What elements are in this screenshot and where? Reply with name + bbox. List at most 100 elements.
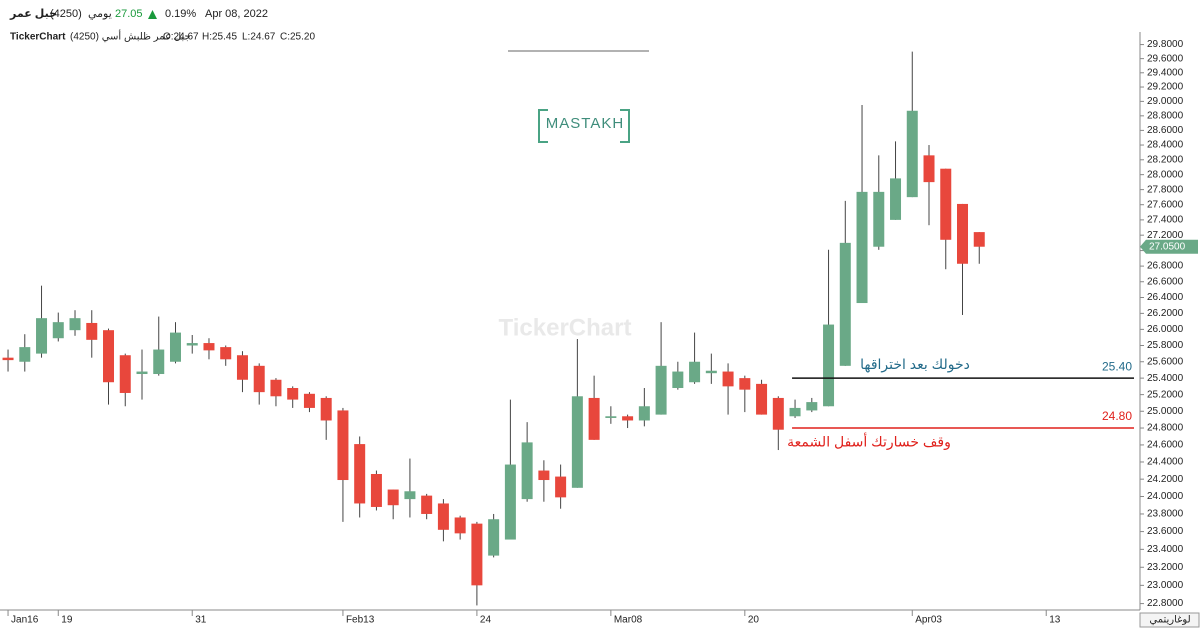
x-tick-label: 31: [195, 615, 207, 626]
candle-body: [873, 191, 885, 247]
candle-body: [103, 330, 115, 383]
y-tick-label: 29.2000: [1147, 82, 1184, 93]
source: TickerChart: [10, 32, 66, 43]
date: Apr 08, 2022: [205, 8, 268, 20]
close-value: C:25.20: [280, 32, 315, 43]
candle-body: [69, 318, 81, 331]
candle-body: [571, 396, 583, 488]
up-arrow: [148, 10, 157, 19]
last-price-label: 27.0500: [1149, 241, 1186, 252]
y-tick-label: 25.0000: [1147, 406, 1184, 417]
y-tick-label: 25.8000: [1147, 340, 1184, 351]
candle-body: [86, 322, 98, 340]
candle-body: [722, 371, 734, 387]
candle-body: [2, 357, 14, 361]
candle-body: [756, 383, 768, 415]
logo-text: MASTAKH: [546, 115, 624, 132]
low-value: L:24.67: [242, 32, 276, 43]
y-tick-label: 28.6000: [1147, 125, 1184, 136]
candle-body: [203, 343, 215, 351]
y-tick-label: 28.8000: [1147, 110, 1184, 121]
candle-body: [471, 523, 483, 586]
period: يومي: [88, 8, 112, 20]
y-tick-label: 25.2000: [1147, 389, 1184, 400]
candle-body: [973, 232, 985, 247]
y-tick-label: 27.2000: [1147, 230, 1184, 241]
y-tick-label: 27.6000: [1147, 199, 1184, 210]
candle-body: [220, 347, 232, 360]
candle-body: [370, 473, 382, 507]
candle-body: [19, 347, 31, 362]
candle-body: [605, 416, 617, 418]
y-tick-label: 26.2000: [1147, 308, 1184, 319]
candle-body: [789, 407, 801, 417]
y-tick-label: 23.0000: [1147, 580, 1184, 591]
y-tick-label: 24.0000: [1147, 491, 1184, 502]
y-tick-label: 29.6000: [1147, 53, 1184, 64]
y-tick-label: 23.4000: [1147, 544, 1184, 555]
candle-body: [705, 370, 717, 374]
y-tick-label: 24.8000: [1147, 423, 1184, 434]
y-tick-label: 29.8000: [1147, 39, 1184, 50]
candle-body: [890, 178, 902, 220]
candle-body: [52, 322, 64, 339]
candle-body: [638, 406, 650, 421]
x-tick-label: Apr03: [915, 615, 942, 626]
candle-body: [337, 410, 349, 481]
candle-body: [169, 332, 181, 362]
watermark: TickerChart: [499, 314, 632, 341]
candle-body: [839, 242, 851, 366]
y-tick-label: 24.6000: [1147, 440, 1184, 451]
y-tick-label: 27.8000: [1147, 184, 1184, 195]
candle-body: [186, 343, 198, 346]
candle-body: [354, 444, 366, 504]
candle-body: [655, 365, 667, 415]
x-tick-label: 19: [61, 615, 73, 626]
change: 0.19%: [165, 8, 196, 20]
x-tick-label: Mar08: [614, 615, 643, 626]
x-tick-label: 24: [480, 615, 492, 626]
y-tick-label: 27.4000: [1147, 215, 1184, 226]
candle-body: [270, 379, 282, 397]
y-tick-label: 26.6000: [1147, 276, 1184, 287]
candle-body: [856, 191, 868, 304]
candle-body: [320, 397, 332, 421]
y-tick-label: 28.2000: [1147, 154, 1184, 165]
y-tick-label: 26.0000: [1147, 324, 1184, 335]
y-tick-label: 23.6000: [1147, 526, 1184, 537]
candle-body: [488, 519, 500, 556]
candle-body: [588, 397, 600, 440]
y-tick-label: 24.2000: [1147, 474, 1184, 485]
candle-body: [923, 155, 935, 183]
y-tick-label: 24.4000: [1147, 457, 1184, 468]
candle-body: [303, 393, 315, 408]
candle-body: [287, 388, 299, 400]
candle-body: [253, 365, 265, 393]
candle-body: [437, 503, 449, 530]
y-tick-label: 29.0000: [1147, 96, 1184, 107]
log-button[interactable]: [1139, 612, 1200, 628]
candle-body: [404, 491, 416, 500]
y-tick-label: 26.4000: [1147, 292, 1184, 303]
candle-body: [153, 349, 165, 375]
log-button-label[interactable]: لوغاريتمي: [1149, 615, 1190, 626]
y-tick-label: 29.4000: [1147, 67, 1184, 78]
price: 27.05: [115, 8, 143, 20]
level-label: 24.80: [1102, 409, 1132, 423]
candle-body: [806, 402, 818, 411]
level-text: وقف خسارتك أسفل الشمعة: [787, 433, 951, 451]
candle-body: [454, 517, 466, 534]
candle-body: [689, 361, 701, 383]
instrument-code: (4250): [50, 8, 82, 20]
candle-body: [672, 371, 684, 389]
candle-body: [739, 378, 751, 390]
instrument-line: (4250) جبل عمر ظلبش أسي: [70, 30, 191, 43]
instrument-name: جبل عمر: [9, 8, 57, 20]
candle-body: [36, 318, 48, 354]
y-tick-label: 25.6000: [1147, 356, 1184, 367]
candle-body: [940, 168, 952, 240]
candle-body: [504, 464, 516, 540]
y-tick-label: 25.4000: [1147, 373, 1184, 384]
candle-body: [555, 476, 567, 498]
